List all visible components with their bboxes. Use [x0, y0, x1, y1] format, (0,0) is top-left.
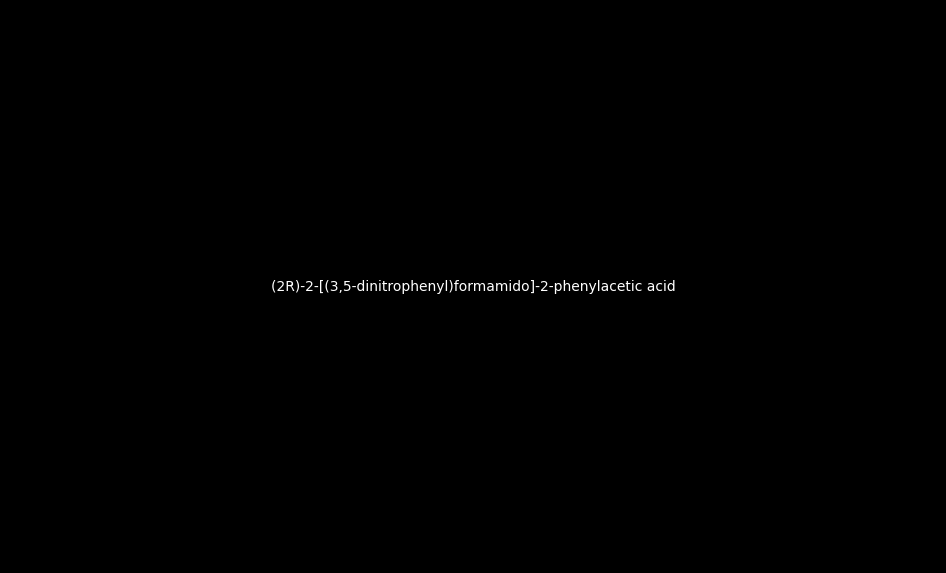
Text: (2R)-2-[(3,5-dinitrophenyl)formamido]-2-phenylacetic acid: (2R)-2-[(3,5-dinitrophenyl)formamido]-2-…	[271, 280, 675, 293]
